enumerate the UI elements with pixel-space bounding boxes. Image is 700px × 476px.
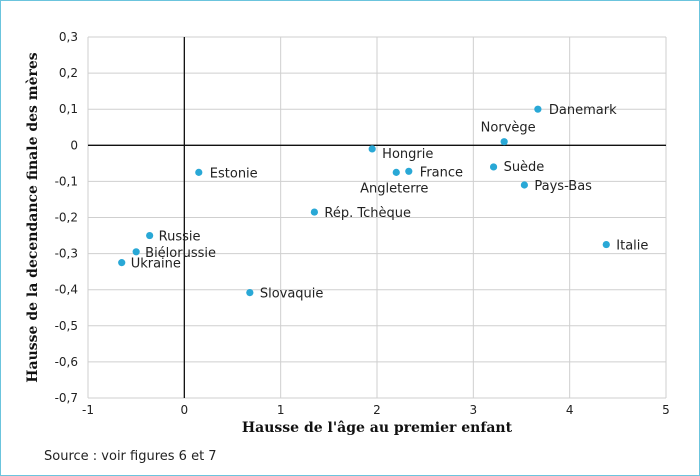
y-tick-label: -0,1 [55,174,78,188]
y-axis-title: Hausse de la decendance finale des mères [25,52,41,382]
x-tick-label: -1 [82,403,94,417]
point-label: Norvège [481,121,536,136]
y-tick-label: -0,5 [55,319,78,333]
source-note: Source : voir figures 6 et 7 [44,449,217,464]
data-point [118,259,126,267]
x-tick-label: 1 [277,403,285,417]
point-label: France [420,165,463,180]
data-point [368,145,376,153]
y-tick-label: -0,3 [55,247,78,261]
zero-axes [88,37,666,398]
data-point [405,167,413,175]
point-label: Suède [504,160,545,175]
point-label: Russie [159,230,201,245]
data-point [310,208,318,216]
point-label: Biélorussie [145,246,216,261]
point-label: Danemark [549,103,617,118]
point-label: Slovaquie [260,287,324,302]
y-tick-label: -0,6 [55,355,78,369]
data-point [500,138,508,146]
data-point [534,105,542,113]
x-tick-label: 0 [181,403,189,417]
x-tick-label: 2 [373,403,381,417]
point-label: Rép. Tchèque [324,206,411,221]
x-axis-title: Hausse de l'âge au premier enfant [242,420,513,436]
data-point [146,231,154,240]
y-tick-label: 0,1 [59,102,78,116]
y-tick-label: 0,2 [59,66,78,80]
data-point [520,181,528,189]
point-label: Angleterre [360,181,428,196]
x-tick-label: 5 [662,403,670,417]
y-tick-label: -0,4 [55,283,78,297]
data-point [246,288,254,297]
data-point [489,163,498,171]
data-points [118,105,610,297]
y-tick-label: 0 [70,138,78,152]
y-tick-labels: 0,3 0,2 0,1 0 -0,1 -0,2 -0,3 -0,4 -0,5 -0,6 -0,7 [55,30,78,405]
x-tick-label: 3 [470,403,478,417]
data-point [195,168,203,176]
point-label: Pays-Bas [534,179,592,194]
x-tick-labels: -1 0 1 2 3 4 5 [82,403,670,417]
data-point [602,240,610,249]
point-label: Hongrie [382,147,433,162]
point-label: Ukraine [131,257,181,272]
x-tick-label: 4 [566,403,574,417]
y-tick-label: -0,7 [55,391,78,405]
point-label: Estonie [210,166,258,181]
point-label: Italie [616,239,648,254]
data-point [132,248,140,256]
y-tick-label: -0,2 [55,211,78,225]
data-point [392,168,400,176]
y-tick-label: 0,3 [59,30,78,44]
